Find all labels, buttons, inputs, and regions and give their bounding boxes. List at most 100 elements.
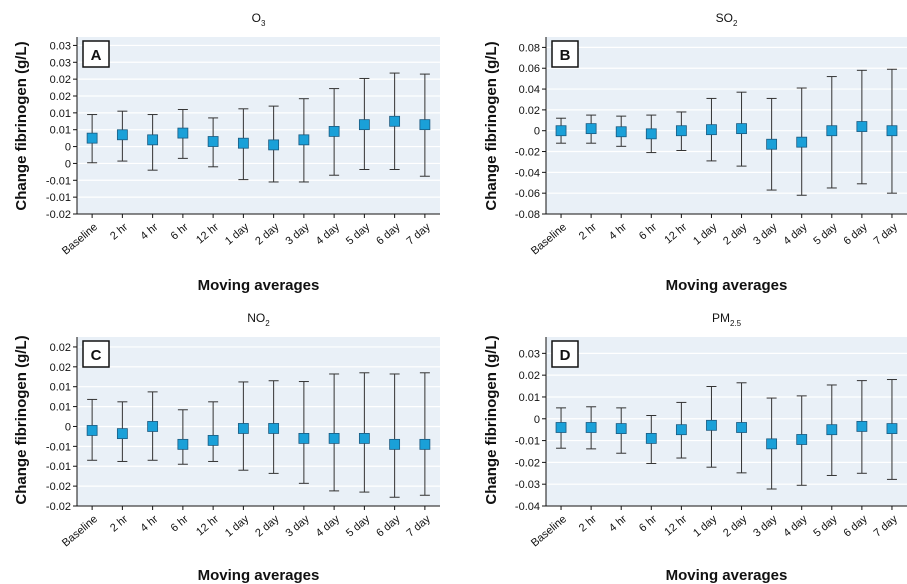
x-tick-label: 5 day [344,221,373,248]
data-point [736,123,747,135]
x-tick-label: 2 hr [108,221,130,243]
y-tick-label: -0.01 [46,461,71,473]
data-point [886,125,898,137]
data-point [675,424,687,436]
y-tick-label: 0.02 [50,362,71,374]
x-tick-label: 7 day [404,513,433,540]
x-tick-label: 12 hr [194,221,221,247]
y-tick-label: -0.03 [515,479,540,491]
data-point [147,134,159,146]
data-point [86,425,98,436]
data-point [766,138,778,150]
y-tick-label: 0 [65,142,71,154]
y-tick-label: 0.01 [50,125,71,137]
y-tick-label: 0 [65,421,71,433]
x-tick-label: 7 day [872,221,901,248]
data-point [116,428,128,440]
x-tick-label: 7 day [872,513,901,540]
data-point [268,423,280,434]
panel-title-main: NO [247,311,265,325]
y-tick-label: 0 [534,414,540,426]
x-tick-label: 2 day [721,221,750,248]
x-tick-label: 2 hr [577,513,599,535]
data-point [796,434,808,445]
x-tick-label: 3 day [283,221,312,248]
y-tick-label: 0.01 [50,402,71,414]
data-point [268,139,280,151]
plot-background [546,37,907,214]
chart-panel-b: -0.08 -0.06 -0.04 -0.02 0 0.02 0.04 0.06 0.08 Bas… [483,11,907,294]
x-tick-label: 4 day [781,221,810,248]
x-tick-label: 7 day [404,221,433,248]
y-tick-label: 0.02 [50,74,71,86]
data-point [856,121,868,132]
x-tick-label: 4 hr [138,221,160,243]
y-tick-label: 0.03 [50,57,71,69]
data-point [585,422,597,433]
data-point [736,422,747,433]
y-tick-label: -0.04 [515,501,540,513]
data-point [555,125,567,137]
data-point [177,127,189,139]
x-tick-label: 2 day [721,513,750,540]
x-tick-label: 3 day [283,513,312,540]
y-tick-label: -0.02 [515,147,540,159]
x-tick-label: 1 day [691,513,720,540]
x-tick-label: 12 hr [194,513,221,539]
x-tick-label: 6 hr [169,513,191,535]
data-point [328,432,340,444]
x-tick-label: Baseline [529,513,569,549]
x-axis-label: Moving averages [666,277,788,294]
x-axis-label: Moving averages [198,277,320,294]
panel-letter-box [551,340,579,368]
y-tick-label: 0 [65,158,71,170]
y-tick-label: -0.01 [46,441,71,453]
x-tick-label: 6 day [841,221,870,248]
panel-letter-box [82,340,110,368]
panel-title-main: O [252,11,261,25]
x-tick-label: 12 hr [662,221,689,247]
panel-letter: C [91,347,102,364]
x-tick-label: Baseline [60,221,100,257]
y-tick-label: 0.02 [50,342,71,354]
panel-title-subscript: 3 [261,19,266,28]
data-point [358,119,370,131]
y-tick-label: 0 [534,126,540,138]
x-tick-label: 4 day [314,513,343,540]
data-point [298,432,310,444]
chart-panel-d: -0.04 -0.03 -0.02 -0.01 0 0.01 0.02 0.03 Baselin… [483,311,907,584]
plot-background [546,337,907,506]
x-tick-label: 4 day [314,221,343,248]
y-tick-label: 0.08 [519,42,540,54]
data-point [147,421,159,432]
panel-title: SO2 [716,11,738,28]
data-point [856,421,868,432]
y-tick-label: 0.02 [519,370,540,382]
y-tick-label: 0.02 [50,91,71,103]
y-tick-label: -0.02 [515,457,540,469]
x-tick-label: 6 day [374,513,403,540]
data-point [298,134,310,146]
data-point [645,128,657,140]
x-tick-label: 12 hr [662,513,689,539]
y-tick-label: 0.02 [519,105,540,117]
data-point [675,125,687,137]
y-axis-label: Change fibrinogen (g/L) [483,335,500,504]
data-point [706,419,717,431]
panel-letter: A [91,47,102,64]
plot-background [77,337,440,506]
panel-title: PM2.5 [712,311,742,328]
x-tick-label: 6 hr [169,221,191,243]
data-point [826,424,838,436]
data-point [237,423,249,434]
x-tick-label: 4 day [781,513,810,540]
y-tick-label: 0.04 [519,84,540,96]
x-tick-label: 5 day [811,221,840,248]
panel-title: O3 [252,11,266,28]
data-point [207,136,219,147]
data-point [419,438,431,450]
x-tick-label: Baseline [529,221,569,257]
x-tick-label: 6 day [841,513,870,540]
x-tick-label: 5 day [811,513,840,540]
